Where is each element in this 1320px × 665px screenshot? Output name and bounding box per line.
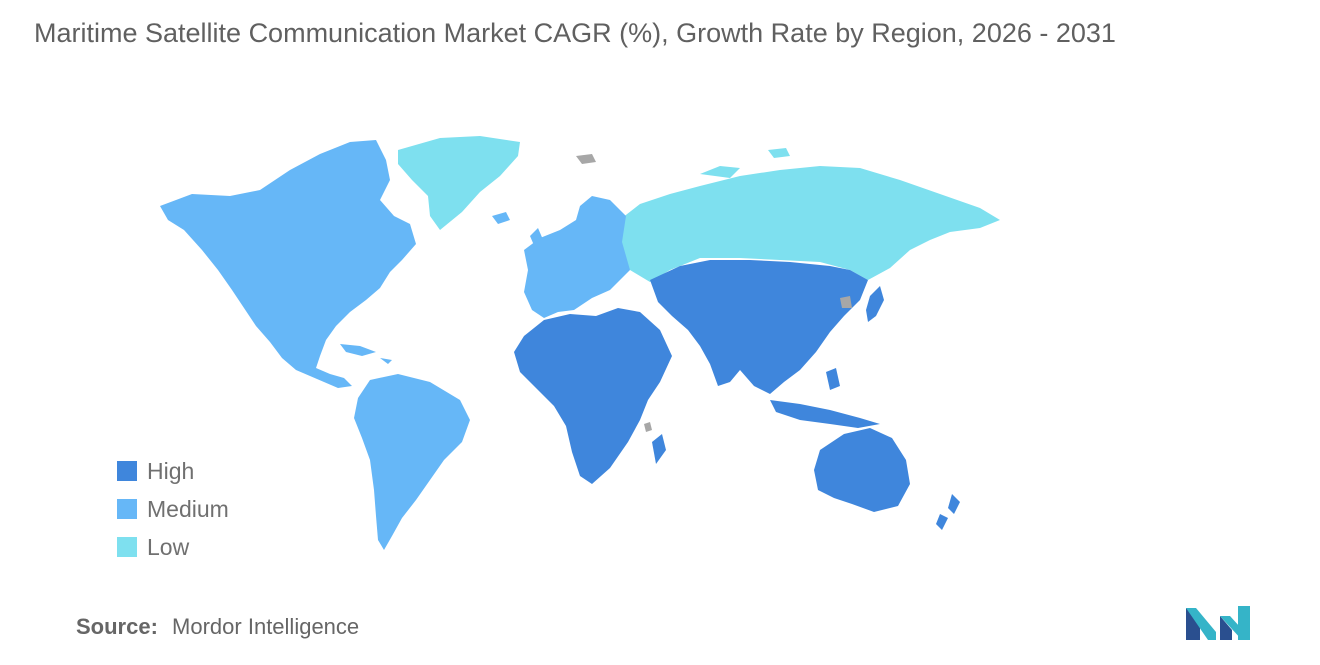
page-title: Maritime Satellite Communication Market … <box>34 18 1116 48</box>
region-greenland <box>398 136 520 230</box>
region-madagascar <box>652 434 666 464</box>
legend-swatch-low <box>117 537 137 557</box>
region-north-america <box>160 140 416 388</box>
region-europe <box>524 196 630 318</box>
legend-swatch-medium <box>117 499 137 519</box>
legend-swatch-high <box>117 461 137 481</box>
source-line: Source: Mordor Intelligence <box>76 614 359 640</box>
mordor-intelligence-logo-icon <box>1186 606 1250 640</box>
legend-label-low: Low <box>147 533 190 560</box>
legend-item-high: High <box>117 452 229 490</box>
source-value: Mordor Intelligence <box>172 614 360 639</box>
region-australia <box>814 428 910 512</box>
region-africa-middle-east <box>514 308 672 484</box>
region-russia <box>618 166 1000 282</box>
legend-item-medium: Medium <box>117 490 229 528</box>
region-arctic-islands <box>700 148 790 178</box>
region-new-zealand <box>936 494 960 530</box>
region-japan <box>866 286 884 322</box>
source-label: Source: <box>76 614 158 639</box>
legend-label-medium: Medium <box>147 495 229 522</box>
region-indonesia <box>770 368 880 428</box>
world-map <box>160 136 1000 550</box>
legend-label-high: High <box>147 457 195 484</box>
region-caribbean <box>340 344 392 364</box>
map-legend: High Medium Low <box>117 452 229 566</box>
legend-item-low: Low <box>117 528 229 566</box>
region-asia <box>650 260 868 394</box>
region-south-america <box>354 374 470 550</box>
region-uk-iceland <box>492 212 544 250</box>
